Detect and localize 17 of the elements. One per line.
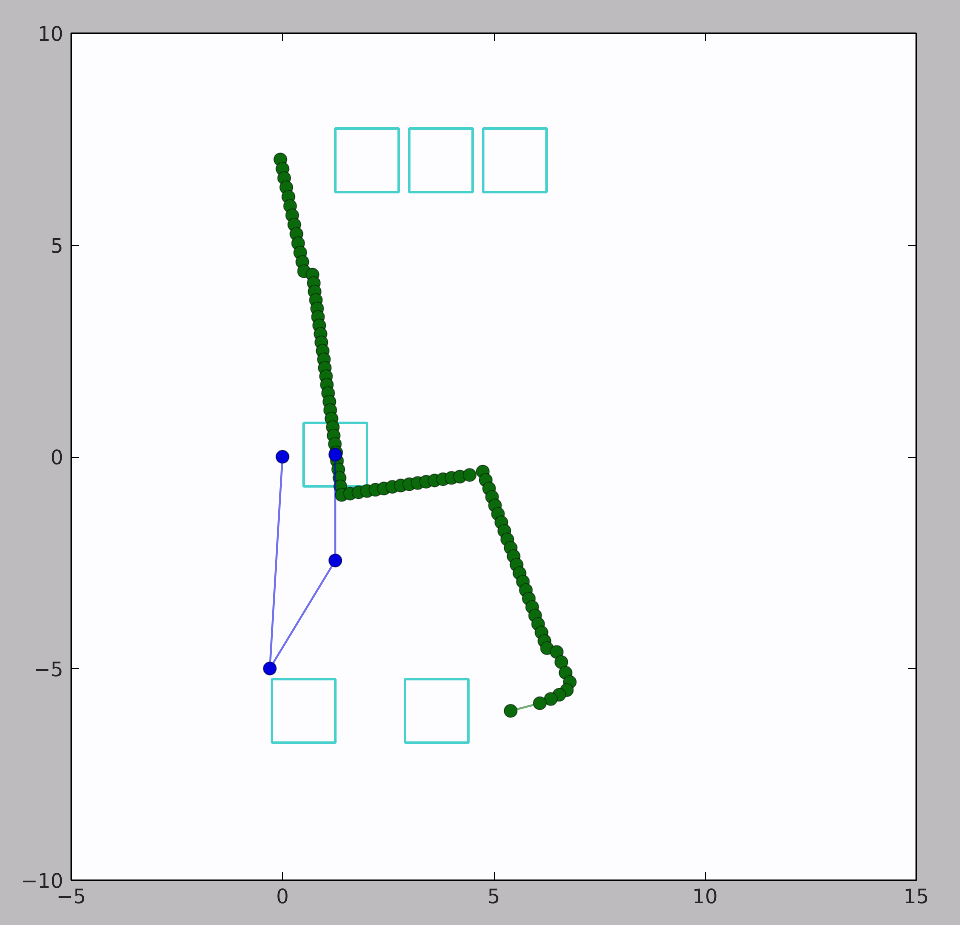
y-tick-label: −5 — [34, 657, 64, 682]
y-tick-label: 10 — [38, 22, 64, 46]
x-tick-label: 10 — [692, 884, 718, 908]
bar — [408, 128, 474, 194]
bar — [270, 678, 337, 744]
point — [263, 662, 278, 676]
bar — [482, 128, 548, 194]
bar — [334, 128, 400, 194]
y-tick-label: 0 — [50, 446, 64, 470]
x-tick-label: 5 — [488, 884, 500, 908]
y-tick-label: 5 — [50, 234, 64, 258]
x-tick-label: 0 — [276, 884, 290, 908]
point — [328, 554, 343, 568]
x-tick-label: 15 — [904, 884, 930, 908]
bar — [404, 678, 470, 744]
bar — [302, 422, 368, 488]
point — [276, 450, 290, 464]
